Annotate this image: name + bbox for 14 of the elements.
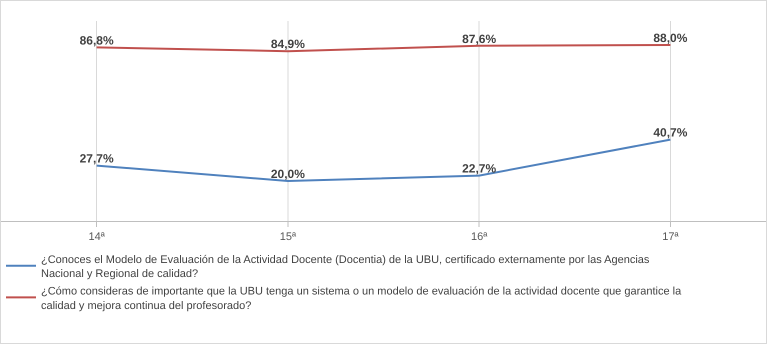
data-label: 22,7% (462, 162, 496, 176)
legend-label: ¿Cómo consideras de importante que la UBU tenga un sistema o un modelo de evaluación de la actividad docente que garantice la calidad y mejora continua del profesorado? (41, 286, 682, 312)
data-label: 88,0% (653, 31, 688, 45)
x-tick-label: 17ª (662, 231, 680, 244)
x-tick-label: 14ª (88, 231, 106, 244)
x-tick-label: 15ª (280, 231, 297, 244)
data-label: 84,9% (270, 37, 306, 52)
x-tick-label: 16ª (470, 231, 488, 244)
data-label: 40,7% (653, 126, 688, 140)
data-label: 27,7% (80, 152, 114, 166)
data-label: 86,8% (80, 33, 114, 48)
legend-label: ¿Conoces el Modelo de Evaluación de la Actividad Docente (Docentia) de la UBU, certificado externamente por las Agencias Nacional y Regional de calidad? (41, 254, 650, 280)
data-label: 87,6% (462, 32, 496, 46)
data-label: 20,0% (270, 167, 306, 181)
